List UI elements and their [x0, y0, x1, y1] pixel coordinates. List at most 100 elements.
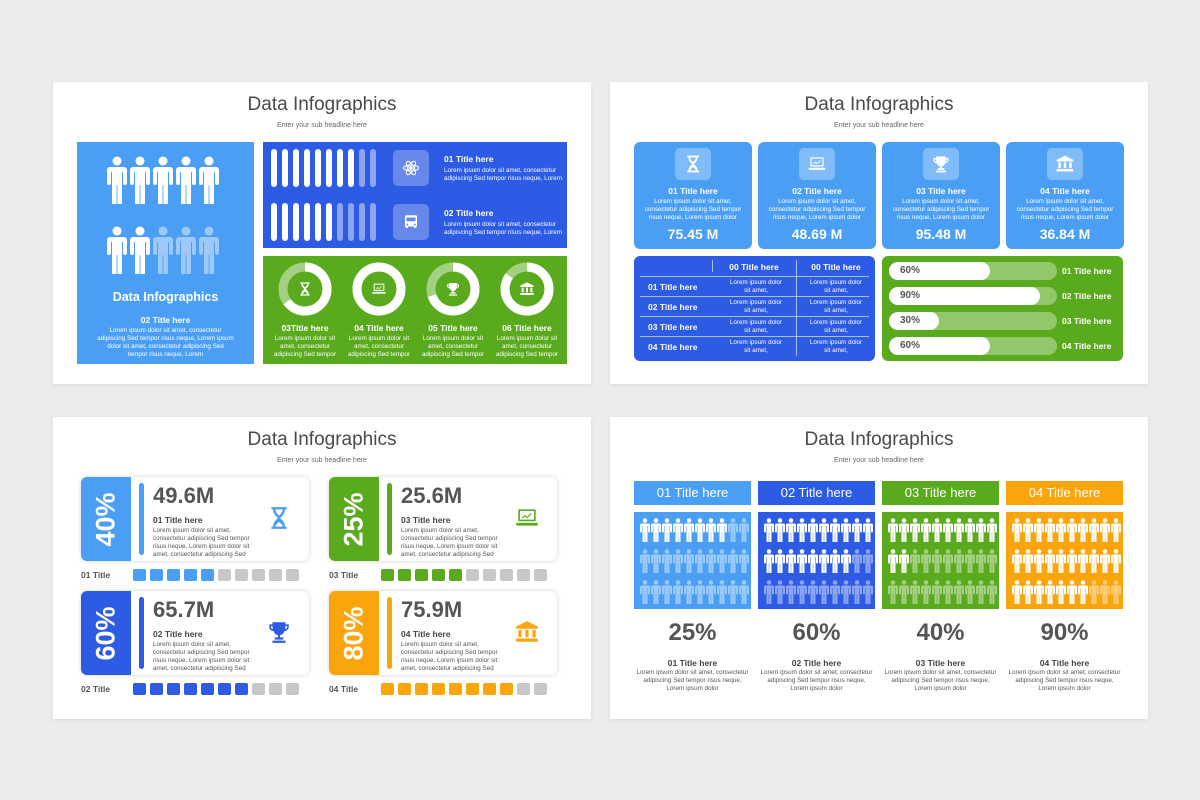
column-title: 03 Title here	[915, 658, 966, 668]
person-icon	[130, 224, 150, 276]
stick-bar	[315, 203, 321, 241]
person-icon	[662, 549, 672, 573]
person-icon	[1078, 580, 1088, 604]
stick-bar	[370, 203, 376, 241]
person-icon	[1100, 549, 1110, 573]
stick-bar	[370, 149, 376, 187]
person-icon	[830, 580, 840, 604]
person-icon	[932, 580, 942, 604]
column-title: 04 Title here	[1039, 658, 1090, 668]
person-icon	[899, 580, 909, 604]
progress-fill	[889, 287, 1041, 305]
person-icon	[888, 580, 898, 604]
person-icon	[888, 549, 898, 573]
person-icon	[717, 549, 727, 573]
person-icon	[1012, 580, 1022, 604]
person-icon	[651, 549, 661, 573]
kpi-title: 02 Title here	[153, 629, 203, 639]
progress-label: 04 Title here	[1062, 341, 1112, 351]
stick-bar	[282, 149, 288, 187]
donuts-panel: 03Title here Lorem ipsum dolor sit amet, …	[263, 256, 567, 364]
kpi-square	[218, 683, 231, 695]
people-row	[1012, 580, 1121, 604]
person-icon	[863, 549, 873, 573]
kpi-square	[150, 683, 163, 695]
kpi-square	[398, 683, 411, 695]
column-pct: 25%	[668, 619, 717, 646]
progress-panel: 60% 01 Title here 90% 02 Title here 30% 03 Ti…	[882, 256, 1123, 361]
slide-title: Data Infographics	[804, 429, 954, 450]
stick-bar	[348, 203, 354, 241]
person-icon	[1078, 549, 1088, 573]
people-row	[764, 518, 873, 542]
person-icon	[1067, 580, 1077, 604]
person-icon	[684, 518, 694, 542]
person-icon	[1111, 549, 1121, 573]
slide-2: Data Infographics Enter your sub headlin…	[610, 82, 1148, 384]
kpi-square	[201, 569, 214, 581]
kpi-square	[133, 569, 146, 581]
people-block	[634, 512, 751, 609]
table-cell: Lorem ipsum dolor sit amet,	[729, 299, 783, 314]
people-block	[1006, 512, 1123, 609]
trophy-icon	[931, 154, 951, 174]
stat-card: 02 Title here Lorem ipsum dolor sit amet,…	[758, 142, 876, 249]
kpi-pct-band: 25%	[329, 477, 379, 561]
stat-icon-box	[799, 148, 835, 180]
person-icon	[954, 549, 964, 573]
person-icon	[739, 580, 749, 604]
donut-arc	[426, 262, 480, 316]
person-icon	[910, 549, 920, 573]
column-pct: 40%	[916, 619, 965, 646]
person-icon	[888, 518, 898, 542]
person-icon	[775, 518, 785, 542]
people-row	[640, 549, 749, 573]
stat-desc: Lorem ipsum dolor sit amet, consectetur …	[892, 198, 990, 221]
person-icon	[1045, 580, 1055, 604]
person-icon	[932, 549, 942, 573]
progress-track	[889, 287, 1057, 305]
column-title: 01 Title here	[667, 658, 718, 668]
person-icon	[1023, 518, 1033, 542]
stick-bar	[282, 203, 288, 241]
kpi-icon-wrap	[514, 619, 540, 645]
donut-chart	[352, 262, 406, 316]
people-row-bottom	[107, 224, 219, 276]
donut-arc	[500, 262, 554, 316]
stick-bar	[337, 203, 343, 241]
person-icon	[943, 580, 953, 604]
person-icon	[1067, 518, 1077, 542]
person-icon	[910, 580, 920, 604]
person-icon	[910, 518, 920, 542]
person-icon	[107, 154, 127, 206]
person-icon	[1034, 549, 1044, 573]
kpi-square	[269, 569, 282, 581]
laptop-icon	[514, 505, 540, 531]
kpi-title: 03 Title here	[401, 515, 451, 525]
table-header-1: 00 Title here	[729, 262, 779, 272]
person-icon	[1045, 549, 1055, 573]
trophy-icon	[445, 281, 461, 297]
person-icon	[786, 518, 796, 542]
person-icon	[965, 580, 975, 604]
table-cell: Lorem ipsum dolor sit amet,	[729, 339, 783, 354]
progress-pct: 60%	[900, 340, 921, 351]
people-block	[758, 512, 875, 609]
kpi-value: 25.6M	[401, 483, 463, 508]
slide-subtitle: Enter your sub headline here	[834, 122, 924, 129]
table-divider	[712, 260, 713, 272]
atom-icon-box	[393, 150, 429, 186]
kpi-pct: 40%	[90, 491, 121, 547]
progress-fill	[889, 337, 990, 355]
kpi-square	[483, 569, 496, 581]
kpi-square	[167, 569, 180, 581]
person-icon	[651, 518, 661, 542]
person-icon	[1100, 580, 1110, 604]
person-icon	[706, 580, 716, 604]
person-icon	[775, 549, 785, 573]
donut-title: 04 Title here	[354, 323, 404, 333]
person-icon	[1089, 580, 1099, 604]
person-icon	[1012, 518, 1022, 542]
person-icon	[1089, 518, 1099, 542]
stick-bar-row-2	[271, 203, 376, 241]
